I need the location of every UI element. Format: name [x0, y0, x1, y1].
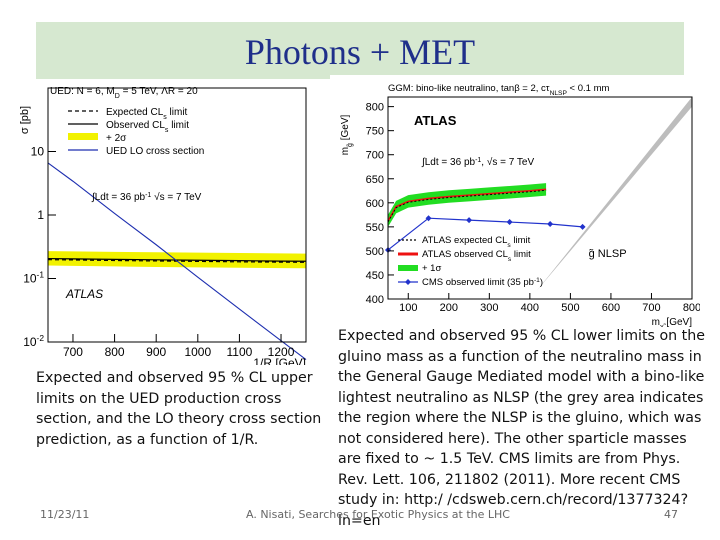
legend-label: + 1σ	[422, 263, 441, 274]
x-tick-label: 200	[440, 302, 458, 314]
plot-frame	[387, 96, 693, 300]
caption-ggm: Expected and observed 95 % CL lower limi…	[338, 328, 705, 529]
y-tick-label: 450	[366, 270, 384, 282]
y-axis-label: mg̃ [GeV]	[340, 114, 354, 155]
atlas-label: ATLAS	[414, 113, 457, 128]
y-axis-label: σ [pb]	[19, 106, 31, 134]
footer-date: 11/23/11	[40, 508, 90, 521]
plot-header: UED: N = 6, MD = 5 TeV, ΛR = 20	[50, 86, 198, 100]
legend-label: ATLAS expected CLs limit	[422, 235, 531, 249]
y-tick-label: 10-1	[23, 270, 44, 286]
x-tick-label: 900	[146, 345, 166, 359]
observed-limit-line	[387, 188, 547, 222]
x-tick-label: 1200	[268, 345, 295, 359]
x-tick-label: 1000	[184, 345, 211, 359]
x-tick-label: 700	[642, 302, 660, 314]
legend-band-swatch	[68, 133, 98, 140]
slide-title: Photons + MET	[244, 32, 476, 72]
theory-cross-section-line	[47, 162, 307, 360]
x-tick-label: 1100	[227, 345, 253, 359]
observed-limit-line	[47, 257, 307, 262]
cms-point	[425, 215, 432, 222]
plot-header: GGM: bino-like neutralino, tanβ = 2, cτN…	[388, 83, 610, 97]
y-tick-label: 600	[366, 198, 384, 210]
luminosity-label: ∫Ldt = 36 pb-1 √s = 7 TeV	[91, 191, 202, 203]
atlas-label: ATLAS	[65, 287, 103, 301]
caption-ued: Expected and observed 95 % CL upper limi…	[36, 370, 322, 448]
y-tick-label: 10	[31, 145, 45, 159]
footer-author: A. Nisati, Searches for Exotic Physics a…	[246, 508, 510, 521]
one-sigma-band	[388, 183, 547, 227]
x-tick-label: 300	[480, 302, 498, 314]
legend-label: UED LO cross section	[106, 146, 204, 157]
page-number: 47	[664, 508, 678, 521]
y-tick-label: 550	[366, 222, 384, 234]
x-axis-label: mχ̃ [GeV]	[652, 317, 693, 327]
y-tick-label: 1	[37, 208, 44, 222]
y-tick-label: 650	[366, 174, 384, 186]
x-tick-label: 800	[105, 345, 125, 359]
legend-cms-marker	[405, 279, 411, 285]
x-tick-label: 100	[399, 302, 417, 314]
gluino-nlsp-region	[535, 97, 692, 299]
legend-label: ATLAS observed CLs limit	[422, 249, 531, 263]
luminosity-label: ∫Ldt = 36 pb-1, √s = 7 TeV	[421, 156, 534, 168]
legend-label: + 2σ	[106, 133, 127, 144]
x-tick-label: 700	[63, 345, 83, 359]
cms-limit-line	[387, 217, 583, 251]
plot-background	[330, 75, 700, 327]
expected-limit-line	[387, 189, 547, 223]
x-axis-label: 1/R [GeV]	[253, 356, 306, 365]
x-tick-label: 600	[602, 302, 620, 314]
legend-label: Observed CLs limit	[106, 120, 189, 134]
y-tick-label: 700	[366, 150, 384, 162]
legend-band-swatch	[398, 265, 418, 271]
x-tick-label: 500	[561, 302, 579, 314]
cms-point	[466, 217, 473, 224]
y-tick-label: 10-2	[23, 333, 44, 349]
y-tick-label: 800	[366, 102, 384, 114]
ued-cross-section-plot: 700 800 900 1000 1100 1200 10-2 10-1 1 10 UED: N =…	[19, 86, 307, 365]
cms-point	[579, 223, 586, 230]
cms-point	[547, 220, 554, 227]
x-tick-label: 400	[521, 302, 539, 314]
gluino-nlsp-label: g̃ NLSP	[589, 248, 627, 260]
legend-label: Expected CLs limit	[106, 107, 188, 121]
ggm-gluino-limit-plot: 100 200 300 400 500 600 700 800 400 450 500 550 600 6…	[330, 75, 700, 327]
title-band	[36, 22, 684, 79]
cms-point	[506, 219, 513, 226]
y-tick-label: 500	[366, 246, 384, 258]
y-tick-label: 400	[366, 294, 384, 306]
legend-label: CMS observed limit (35 pb-1)	[422, 277, 543, 289]
y-tick-label: 750	[366, 126, 384, 138]
x-tick-label: 800	[683, 302, 700, 314]
